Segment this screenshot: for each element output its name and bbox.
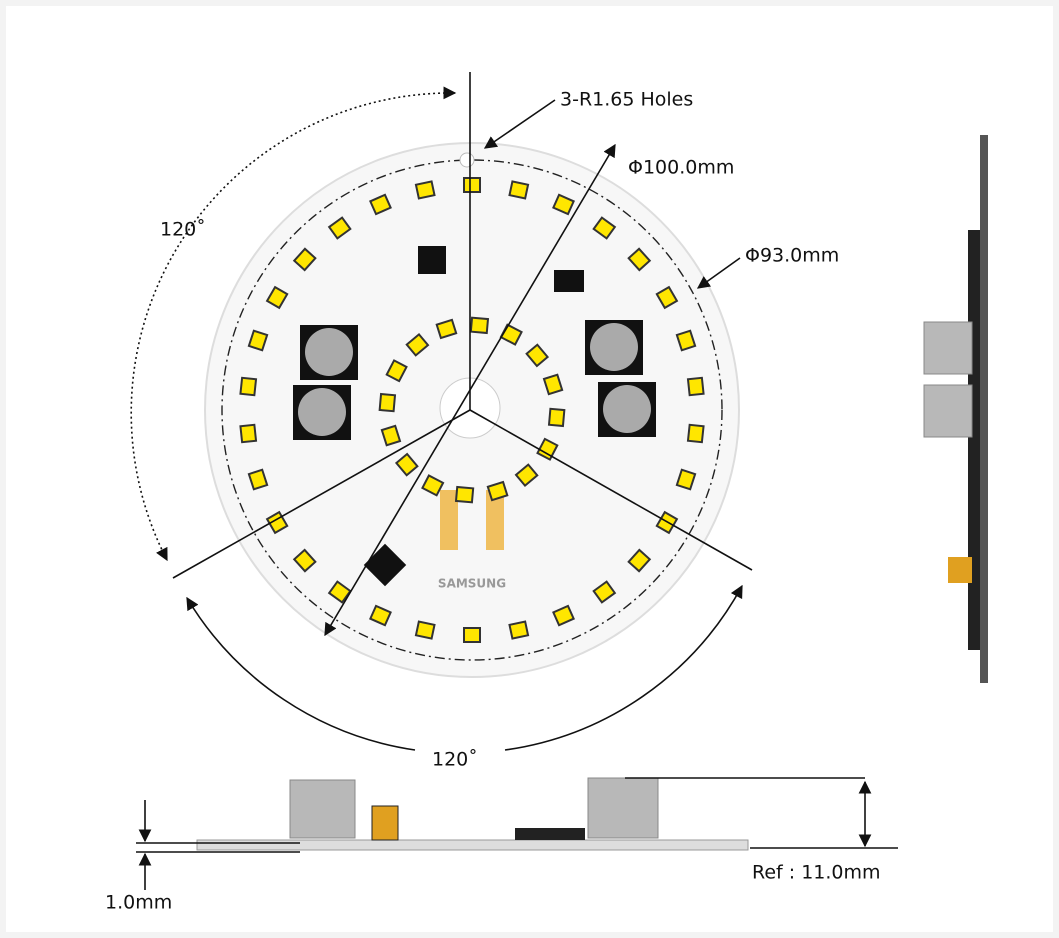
side-capacitor bbox=[923, 321, 973, 375]
bottom-chip bbox=[515, 828, 585, 840]
led bbox=[378, 392, 397, 413]
led bbox=[675, 329, 697, 352]
chip bbox=[554, 270, 584, 292]
inner-diameter-label: Φ93.0mm bbox=[745, 245, 839, 267]
thickness-label: 1.0mm bbox=[105, 892, 172, 914]
bottom-board bbox=[196, 839, 749, 851]
leader-line bbox=[696, 257, 741, 289]
bottom-view bbox=[136, 777, 898, 890]
led bbox=[239, 423, 258, 444]
led bbox=[508, 620, 530, 640]
pcb-board: SAMSUNG bbox=[204, 142, 740, 678]
led bbox=[463, 177, 481, 193]
side-capacitor bbox=[923, 384, 973, 438]
inductor-core bbox=[305, 328, 353, 376]
led bbox=[414, 620, 436, 640]
holes-label: 3-R1.65 Holes bbox=[560, 89, 693, 111]
side-board bbox=[980, 135, 988, 683]
inductor-core bbox=[590, 323, 638, 371]
chip bbox=[418, 246, 446, 274]
led bbox=[627, 548, 652, 573]
leader-line bbox=[483, 99, 556, 149]
led bbox=[686, 423, 705, 444]
angle-arc bbox=[186, 596, 416, 751]
bottom-capacitor bbox=[587, 777, 659, 839]
led bbox=[675, 468, 697, 491]
angle-label: 120˚ bbox=[432, 749, 478, 771]
led bbox=[463, 627, 481, 643]
angle-label: 120˚ bbox=[160, 219, 206, 241]
mount-hole bbox=[459, 152, 475, 168]
side-parts bbox=[968, 230, 980, 650]
led bbox=[454, 485, 475, 504]
led bbox=[686, 376, 705, 397]
brand-label: SAMSUNG bbox=[438, 577, 506, 591]
outer-diameter-label: Φ100.0mm bbox=[628, 157, 734, 179]
led bbox=[414, 180, 436, 200]
side-view bbox=[923, 135, 988, 683]
bottom-coil bbox=[371, 805, 399, 841]
led bbox=[547, 407, 566, 428]
led bbox=[239, 376, 258, 397]
height-label: Ref : 11.0mm bbox=[752, 862, 881, 884]
led bbox=[508, 180, 530, 200]
inductor-core bbox=[603, 385, 651, 433]
bottom-capacitor bbox=[289, 779, 356, 839]
led bbox=[627, 247, 652, 272]
led bbox=[469, 316, 490, 335]
led bbox=[655, 285, 679, 310]
side-coil bbox=[948, 557, 972, 583]
angle-arc bbox=[130, 86, 457, 562]
inductor-core bbox=[298, 388, 346, 436]
angle-arc bbox=[504, 584, 743, 751]
